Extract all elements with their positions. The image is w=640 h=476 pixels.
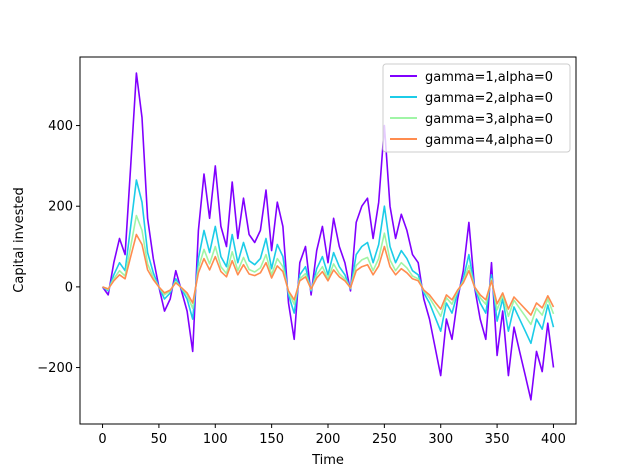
legend: gamma=1,alpha=0 gamma=2,alpha=0 gamma=3,…: [382, 63, 571, 153]
series-lines: [101, 72, 555, 401]
x-tick-label: 100: [203, 432, 228, 447]
x-tick-label: 300: [428, 432, 453, 447]
y-tick-label: 400: [48, 119, 73, 134]
x-tick-label: 200: [316, 432, 341, 447]
x-tick-label: 150: [259, 432, 284, 447]
series-line: [102, 179, 555, 345]
y-tick-label: −200: [37, 361, 73, 376]
legend-label: gamma=3,alpha=0: [425, 112, 553, 127]
legend-label: gamma=2,alpha=0: [425, 91, 553, 106]
y-tick-label: 0: [65, 280, 73, 295]
x-axis-label: Time: [311, 453, 344, 468]
legend-box: [382, 63, 571, 153]
x-tick-label: 250: [372, 432, 397, 447]
x-tick-label: 50: [151, 432, 168, 447]
y-tick-label: 200: [48, 200, 73, 215]
x-tick-label: 400: [541, 432, 566, 447]
series-line: [101, 72, 555, 401]
y-axis-ticks: −200 0 200 400: [37, 119, 80, 376]
legend-label: gamma=1,alpha=0: [425, 70, 553, 85]
y-axis-label: Capital invested: [12, 187, 27, 292]
x-axis-ticks: 0 50 100 150 200 250 300 350 400: [98, 424, 566, 447]
series-line: [102, 233, 555, 316]
legend-label: gamma=4,alpha=0: [425, 133, 553, 148]
x-tick-label: 0: [98, 432, 106, 447]
x-tick-label: 350: [485, 432, 510, 447]
